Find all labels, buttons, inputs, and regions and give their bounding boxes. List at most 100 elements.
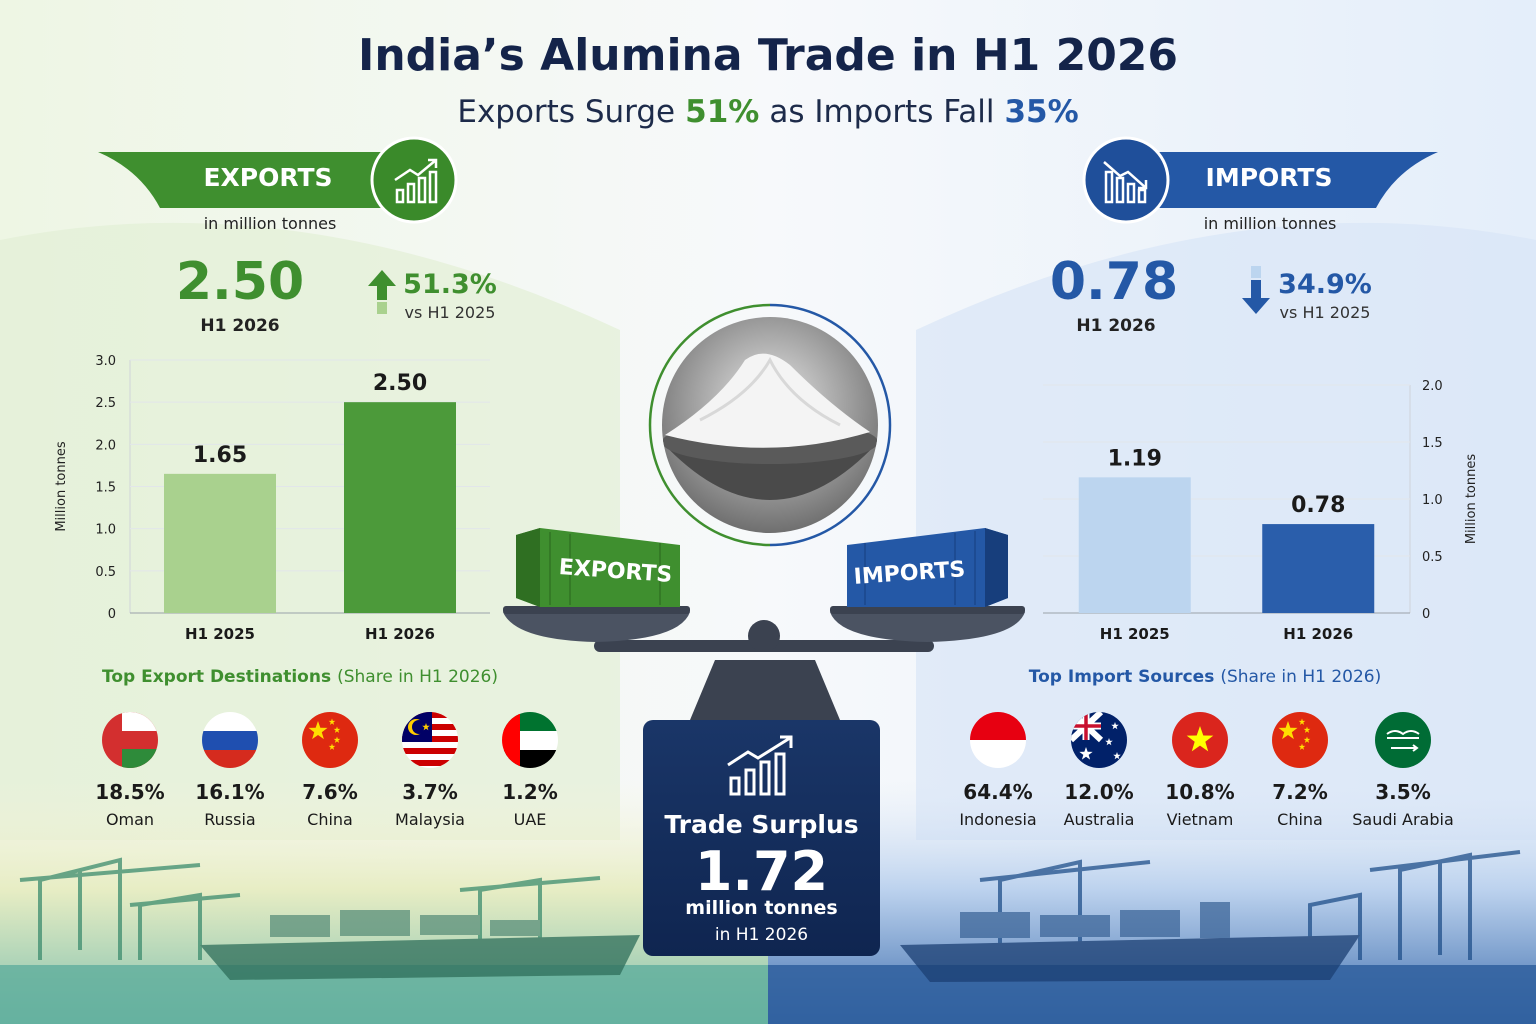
imports-container-part: [864, 531, 976, 605]
bar: [1262, 524, 1375, 613]
partner-country: Russia: [204, 810, 256, 829]
flag-russia: [202, 712, 258, 768]
title: India’s Alumina Trade in H1 2026: [357, 30, 1179, 81]
imports-container: IMPORTS: [847, 528, 1008, 607]
bar: [164, 473, 276, 613]
value-label: 0.78: [1291, 493, 1345, 518]
surplus-box-part-part: [729, 776, 741, 796]
flag-uae-part: [502, 712, 520, 768]
flag-russia-part: [202, 750, 258, 768]
change-note: vs H1 2025: [1279, 303, 1371, 322]
alumina-image-part-part: [699, 356, 841, 427]
y-tick-label: 0.5: [1422, 550, 1443, 565]
port-scene-part: [200, 935, 640, 980]
port-scene-part-part: [960, 912, 1030, 938]
flag-russia-part: [202, 712, 258, 731]
partner-country: Vietnam: [1166, 810, 1234, 829]
y-axis-label: Million tonnes: [1464, 454, 1479, 545]
imports-ribbon-part-part: [1103, 161, 1148, 190]
flag-saudi-arabia: [1375, 712, 1431, 768]
exports-ribbon: [98, 136, 458, 224]
x-tick-label: H1 2026: [1283, 625, 1353, 643]
alumina-image: [648, 303, 892, 547]
y-tick-label: 2.5: [95, 396, 116, 411]
partners-title: Top Export Destinations (Share in H1 2026…: [60, 667, 540, 687]
unit-note: in million tonnes: [1203, 214, 1337, 233]
x-tick-label: H1 2026: [365, 625, 435, 643]
imports-container-part: [985, 528, 1008, 607]
alumina-image-part: [769, 303, 892, 547]
flag-saudi-arabia-part: [1375, 712, 1431, 768]
y-tick-label: 1.0: [1422, 493, 1443, 508]
up-arrow-part: [377, 302, 387, 314]
partner-country: China: [1277, 810, 1323, 829]
change-value: 51.3%: [403, 269, 497, 300]
exports-container-part: [549, 532, 661, 605]
surplus-box-part-part: [774, 752, 786, 796]
partner-country: Australia: [1063, 810, 1135, 829]
partner-share: 16.1%: [195, 780, 265, 804]
exports-ribbon-part: [370, 136, 458, 224]
surplus-box: [643, 720, 880, 956]
y-tick-label: 0: [1422, 607, 1430, 622]
port-scene-part-part: [490, 920, 540, 936]
balance-scale-part: [830, 612, 1025, 642]
exports-ribbon-part-part: [417, 176, 427, 204]
flag-china-part: [302, 712, 358, 768]
flag-australia-part: [1071, 712, 1101, 740]
flag-malaysia-part-part: [402, 748, 458, 754]
partner-share: 64.4%: [963, 780, 1033, 804]
y-tick-label: 2.0: [95, 438, 116, 453]
partner-country: Indonesia: [959, 810, 1037, 829]
partners-title-note: (Share in H1 2026): [1220, 667, 1382, 687]
partners-title: Top Import Sources (Share in H1 2026): [965, 667, 1445, 687]
flag-malaysia-part-part: [402, 760, 458, 766]
exports-ribbon-part-part: [428, 170, 438, 204]
port-scene-part-part: [19, 857, 201, 960]
imports-ribbon-part: [1103, 161, 1148, 204]
flag-china-part: [1272, 712, 1328, 768]
flag-oman: [102, 712, 158, 768]
surplus-box-part: [727, 735, 793, 796]
flag-russia-part: [202, 731, 258, 750]
balance-scale-part: [690, 660, 840, 720]
surplus-label: Trade Surplus: [664, 810, 859, 839]
exports-container: EXPORTS: [516, 528, 680, 607]
port-scene-part-part: [340, 910, 410, 936]
partner-share: 7.6%: [302, 780, 358, 804]
alumina-image-part-part: [665, 353, 870, 448]
partner-country: Malaysia: [395, 810, 465, 829]
flag-malaysia-part: [412, 720, 426, 734]
down-arrow-part: [1242, 280, 1270, 314]
surplus-box-part: [643, 720, 880, 956]
partner-share: 12.0%: [1064, 780, 1134, 804]
flag-australia: [1071, 712, 1127, 768]
partners-title-text: Top Import Sources: [1028, 667, 1215, 687]
surplus-period: in H1 2026: [714, 925, 809, 945]
subtitle-highlight: 35%: [1004, 94, 1079, 130]
imports-container-part: [847, 528, 1008, 607]
charts: 0 0.5 1.0 1.5 2.0 2.5 3.0 Million tonnes 1.65 H1 …: [54, 354, 1479, 643]
partner-share: 3.7%: [402, 780, 458, 804]
x-tick-label: H1 2025: [185, 625, 255, 643]
partners-title-note: (Share in H1 2026): [337, 667, 498, 687]
up-arrow: [368, 270, 396, 314]
balance-scale: [503, 606, 1025, 720]
partner-share: 18.5%: [95, 780, 165, 804]
imports-ribbon-part-part: [1137, 188, 1147, 204]
flag-vietnam: [1172, 712, 1228, 768]
port-scene-part-part: [1200, 902, 1230, 938]
balance-scale-part: [830, 606, 1025, 614]
total-value: 2.50: [175, 252, 305, 312]
down-arrow-part: [1251, 266, 1261, 278]
total-period: H1 2026: [200, 316, 280, 336]
subtitle-highlight: 51%: [685, 94, 760, 130]
imports-ribbon-part-part: [1115, 176, 1125, 204]
exports-ribbon-part: [394, 158, 438, 204]
partner-country: Oman: [105, 810, 155, 829]
port-scene-part: [960, 902, 1230, 938]
flag-indonesia: [970, 712, 1026, 768]
subtitle-text: as Imports Fall: [769, 94, 995, 130]
value-label: 2.50: [373, 371, 427, 396]
